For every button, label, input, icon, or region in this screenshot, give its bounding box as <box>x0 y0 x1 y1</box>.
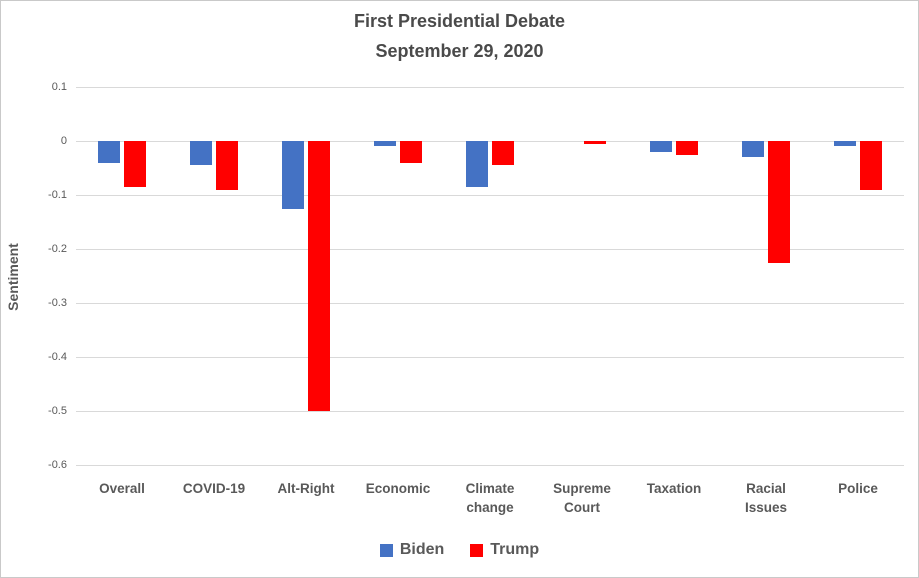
gridline--0.2 <box>76 249 904 250</box>
plot-area <box>76 87 904 466</box>
bar-trump-supreme-court <box>584 141 606 144</box>
y-tick-label--0.4: -0.4 <box>48 351 67 363</box>
gridline--0.6 <box>76 465 904 466</box>
bar-trump-police <box>860 141 882 190</box>
bar-biden-police <box>834 141 856 147</box>
x-axis-label-police: Police <box>838 481 878 496</box>
chart-title: First Presidential Debate <box>353 11 566 31</box>
x-axis-label-supreme-court: Supreme Court <box>553 481 611 515</box>
x-axis-label-alt-right: Alt-Right <box>277 481 335 496</box>
bar-trump-overall <box>124 141 146 187</box>
y-tick-label--0.1: -0.1 <box>48 189 67 201</box>
x-axis-label-racial-issues: Racial Issues <box>744 481 788 515</box>
x-axis-label-economic: Economic <box>365 481 431 496</box>
bar-trump-covid-19 <box>216 141 238 190</box>
y-tick-label--0.6: -0.6 <box>48 459 67 471</box>
bar-biden-covid-19 <box>190 141 212 166</box>
legend: Biden Trump <box>1 541 918 559</box>
y-tick-label-0: 0 <box>60 135 67 147</box>
bar-biden-climate-change <box>466 141 488 187</box>
y-tick-label--0.2: -0.2 <box>48 243 67 255</box>
bar-biden-economic <box>374 141 396 147</box>
y-axis-title: Sentiment <box>5 243 21 311</box>
bar-biden-taxation <box>650 141 672 152</box>
x-axis-label-covid-19: COVID-19 <box>182 481 246 496</box>
y-tick-label--0.3: -0.3 <box>48 297 67 309</box>
bar-trump-taxation <box>676 141 698 155</box>
bar-biden-overall <box>98 141 120 163</box>
bar-biden-racial-issues <box>742 141 764 158</box>
biden-legend-swatch <box>379 543 393 557</box>
gridline--0.1 <box>76 195 904 196</box>
bar-trump-economic <box>400 141 422 163</box>
legend-entry-biden: Biden <box>379 541 445 559</box>
gridline--0.5 <box>76 411 904 412</box>
chart-subtitle: September 29, 2020 <box>375 41 544 61</box>
bar-trump-racial-issues <box>768 141 790 263</box>
x-axis-label-taxation: Taxation <box>646 481 702 496</box>
y-tick-label--0.5: -0.5 <box>48 405 67 417</box>
gridline-0 <box>76 141 904 142</box>
bar-trump-alt-right <box>308 141 330 411</box>
bar-biden-alt-right <box>282 141 304 209</box>
trump-legend-label: Trump <box>490 541 540 558</box>
biden-legend-label: Biden <box>399 541 445 558</box>
bar-trump-climate-change <box>492 141 514 166</box>
x-axis-label-climate-change: Climate change <box>465 481 515 515</box>
legend-entry-trump: Trump <box>470 541 539 559</box>
gridline--0.3 <box>76 303 904 304</box>
trump-legend-swatch <box>470 543 484 557</box>
gridline-0.1 <box>76 87 904 88</box>
x-axis-label-overall: Overall <box>99 481 145 496</box>
gridline--0.4 <box>76 357 904 358</box>
y-tick-label-0.1: 0.1 <box>51 81 67 93</box>
